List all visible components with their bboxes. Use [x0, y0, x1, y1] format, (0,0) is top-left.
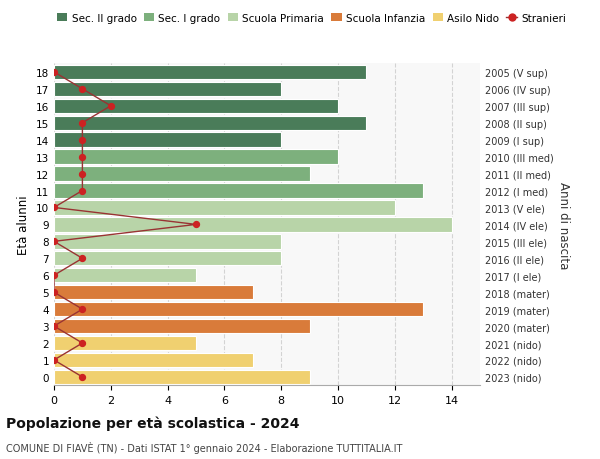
Bar: [54, 269, 196, 283]
Point: [77, 170, 87, 178]
Bar: [54, 201, 395, 215]
Point: [49, 238, 59, 246]
Bar: [54, 336, 196, 351]
Point: [77, 187, 87, 195]
Point: [49, 69, 59, 76]
Point: [77, 374, 87, 381]
Bar: [54, 83, 281, 97]
Legend: Sec. II grado, Sec. I grado, Scuola Primaria, Scuola Infanzia, Asilo Nido, Stran: Sec. II grado, Sec. I grado, Scuola Prim…: [55, 11, 568, 26]
Point: [77, 137, 87, 144]
Point: [49, 357, 59, 364]
Text: COMUNE DI FIAVÈ (TN) - Dati ISTAT 1° gennaio 2024 - Elaborazione TUTTITALIA.IT: COMUNE DI FIAVÈ (TN) - Dati ISTAT 1° gen…: [6, 441, 403, 453]
Y-axis label: Età alunni: Età alunni: [17, 195, 31, 255]
Bar: [54, 252, 281, 266]
Text: Popolazione per età scolastica - 2024: Popolazione per età scolastica - 2024: [6, 415, 299, 430]
Bar: [54, 218, 452, 232]
Point: [77, 306, 87, 313]
Point: [49, 289, 59, 296]
Point: [77, 255, 87, 263]
Point: [77, 86, 87, 93]
Bar: [54, 235, 281, 249]
Bar: [54, 319, 310, 334]
Bar: [54, 184, 423, 198]
Bar: [54, 370, 310, 384]
Bar: [54, 99, 338, 114]
Point: [49, 204, 59, 212]
Y-axis label: Anni di nascita: Anni di nascita: [557, 181, 570, 269]
Point: [77, 120, 87, 127]
Bar: [54, 353, 253, 367]
Point: [49, 323, 59, 330]
Bar: [54, 150, 338, 164]
Point: [77, 154, 87, 161]
Point: [49, 272, 59, 280]
Bar: [54, 285, 253, 300]
Bar: [54, 116, 367, 131]
Bar: [54, 167, 310, 181]
Bar: [54, 133, 281, 147]
Point: [191, 221, 201, 229]
Bar: [54, 302, 423, 317]
Point: [77, 340, 87, 347]
Bar: [54, 66, 367, 80]
Point: [106, 103, 116, 110]
